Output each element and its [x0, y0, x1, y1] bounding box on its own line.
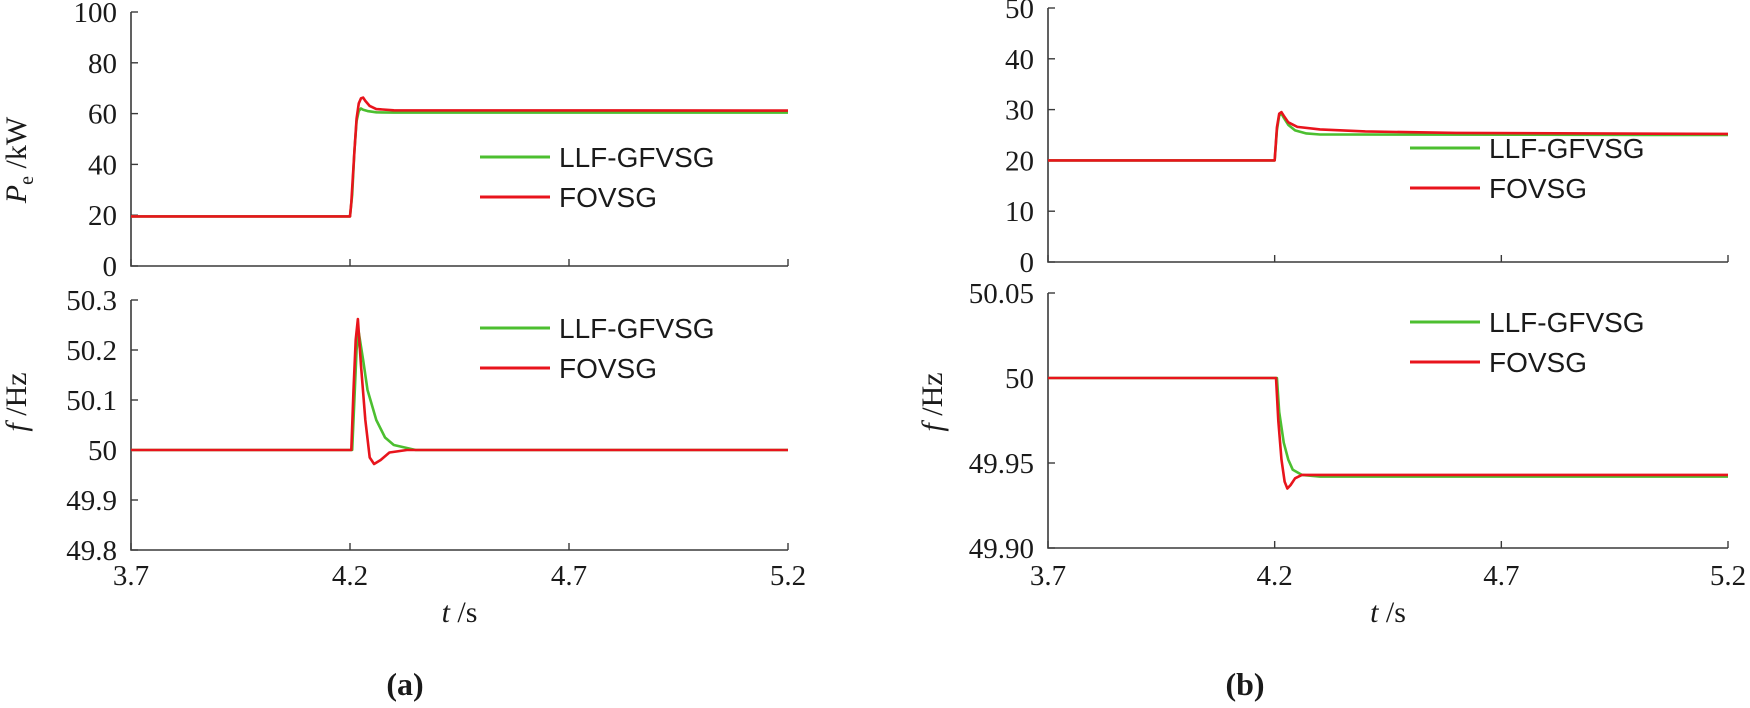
series-line-llf-gfvsg — [131, 331, 788, 452]
panel-label-b: (b) — [1225, 666, 1264, 702]
y-tick-label: 40 — [88, 149, 117, 181]
y-tick-label: 50.05 — [969, 278, 1034, 310]
y-tick-label: 49.90 — [969, 533, 1034, 565]
y-tick-label: 50.2 — [66, 335, 117, 367]
legend-entry: FOVSG — [1489, 347, 1587, 378]
x-tick-label: 5.2 — [770, 560, 806, 592]
legend-entry: LLF-GFVSG — [1489, 307, 1645, 338]
x-tick-label: 5.2 — [1710, 560, 1746, 592]
axis-frame — [130, 12, 788, 267]
panel-label-a: (a) — [386, 666, 423, 702]
y-tick-label: 20 — [1005, 145, 1034, 177]
legend-entry: FOVSG — [1489, 173, 1587, 204]
y-tick-label: 0 — [1020, 247, 1035, 279]
y-tick-label: 0 — [103, 251, 118, 283]
series-line-fovsg — [131, 317, 788, 466]
y-axis-label: f /Hz — [916, 372, 949, 431]
legend-entry: FOVSG — [559, 353, 657, 384]
series-line-fovsg — [1048, 110, 1729, 162]
y-tick-label: 49.95 — [969, 448, 1034, 480]
y-tick-label: 20 — [88, 200, 117, 232]
y-tick-label: 40 — [1005, 44, 1034, 76]
y-tick-label: 50.1 — [66, 385, 117, 417]
y-tick-label: 60 — [88, 99, 117, 131]
y-tick-label: 50 — [1005, 0, 1034, 25]
subplot-4: 49.90 49.95 50 50.05 3.7 4.2 4.7 5.2 LLF-GFVSG FO… — [916, 278, 1746, 629]
y-tick-label: 50.3 — [66, 285, 117, 317]
y-tick-label: 49.8 — [66, 535, 117, 567]
series-line-fovsg — [131, 96, 789, 218]
subplot-2: 49.8 49.9 50 50.1 50.2 50.3 3.7 4.2 4.7 5.2 LLF-GF… — [0, 285, 806, 629]
x-axis-label: t /s — [1370, 596, 1406, 629]
subplot-3: 0 10 20 30 40 50 LLF-GFVSG FOVSG — [1005, 0, 1729, 279]
y-axis-label: Pe /kW — [0, 116, 38, 204]
y-tick-label: 80 — [88, 48, 117, 80]
y-axis-label: f /Hz — [0, 372, 33, 431]
legend-entry: FOVSG — [559, 182, 657, 213]
x-axis-label: t /s — [442, 596, 478, 629]
y-tick-label: 10 — [1005, 196, 1034, 228]
x-tick-label: 4.2 — [1257, 560, 1293, 592]
legend-entry: LLF-GFVSG — [1489, 133, 1645, 164]
y-tick-label: 49.9 — [66, 485, 117, 517]
subplot-1: 0 20 40 60 80 100 LLF-GFVSG FOVSG Pe /kW — [0, 0, 789, 283]
y-tick-label: 30 — [1005, 95, 1034, 127]
series-line-llf-gfvsg — [1048, 376, 1728, 478]
y-tick-label: 100 — [74, 0, 118, 29]
x-tick-label: 4.7 — [551, 560, 587, 592]
x-tick-label: 3.7 — [113, 560, 149, 592]
legend-entry: LLF-GFVSG — [559, 313, 715, 344]
series-line-fovsg — [1048, 376, 1728, 490]
y-tick-label: 50 — [88, 435, 117, 467]
x-tick-label: 4.7 — [1483, 560, 1519, 592]
legend-entry: LLF-GFVSG — [559, 142, 715, 173]
x-tick-label: 3.7 — [1030, 560, 1066, 592]
y-tick-label: 50 — [1005, 363, 1034, 395]
x-tick-label: 4.2 — [332, 560, 368, 592]
